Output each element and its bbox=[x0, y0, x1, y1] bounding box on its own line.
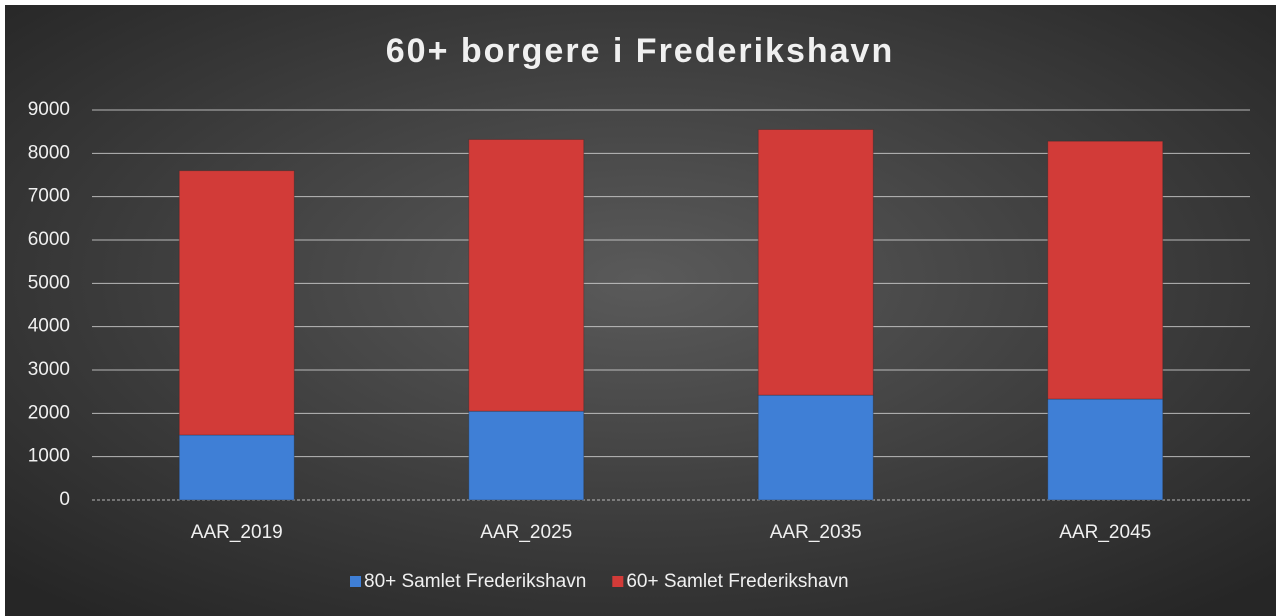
y-tick-label: 6000 bbox=[28, 229, 70, 250]
bar-segment bbox=[178, 434, 295, 501]
y-tick-label: 4000 bbox=[28, 316, 70, 337]
bar-segment bbox=[757, 394, 874, 501]
chart-title: 60+ borgere i Frederikshavn bbox=[386, 32, 894, 70]
y-tick-label: 2000 bbox=[28, 402, 70, 423]
x-tick-label: AAR_2045 bbox=[1059, 522, 1151, 543]
bar-segment bbox=[1047, 140, 1164, 400]
x-tick-label: AAR_2019 bbox=[191, 522, 283, 543]
y-tick-label: 7000 bbox=[28, 186, 70, 207]
x-tick-label: AAR_2025 bbox=[480, 522, 572, 543]
y-tick-label: 3000 bbox=[28, 359, 70, 380]
y-tick-label: 1000 bbox=[28, 446, 70, 467]
x-tick-label: AAR_2035 bbox=[770, 522, 862, 543]
bar-segment bbox=[468, 138, 585, 412]
bar-segment bbox=[178, 170, 295, 436]
legend-swatch bbox=[350, 576, 361, 587]
y-tick-label: 5000 bbox=[28, 272, 70, 293]
y-tick-label: 8000 bbox=[28, 142, 70, 163]
legend-label: 80+ Samlet Frederikshavn bbox=[364, 571, 586, 592]
bar-segment bbox=[757, 129, 874, 396]
legend-label: 60+ Samlet Frederikshavn bbox=[626, 571, 848, 592]
y-tick-label: 0 bbox=[59, 489, 70, 510]
bar-segment bbox=[1047, 398, 1164, 501]
bar-segment bbox=[468, 410, 585, 501]
legend-swatch bbox=[612, 576, 624, 587]
y-tick-label: 9000 bbox=[28, 99, 70, 120]
